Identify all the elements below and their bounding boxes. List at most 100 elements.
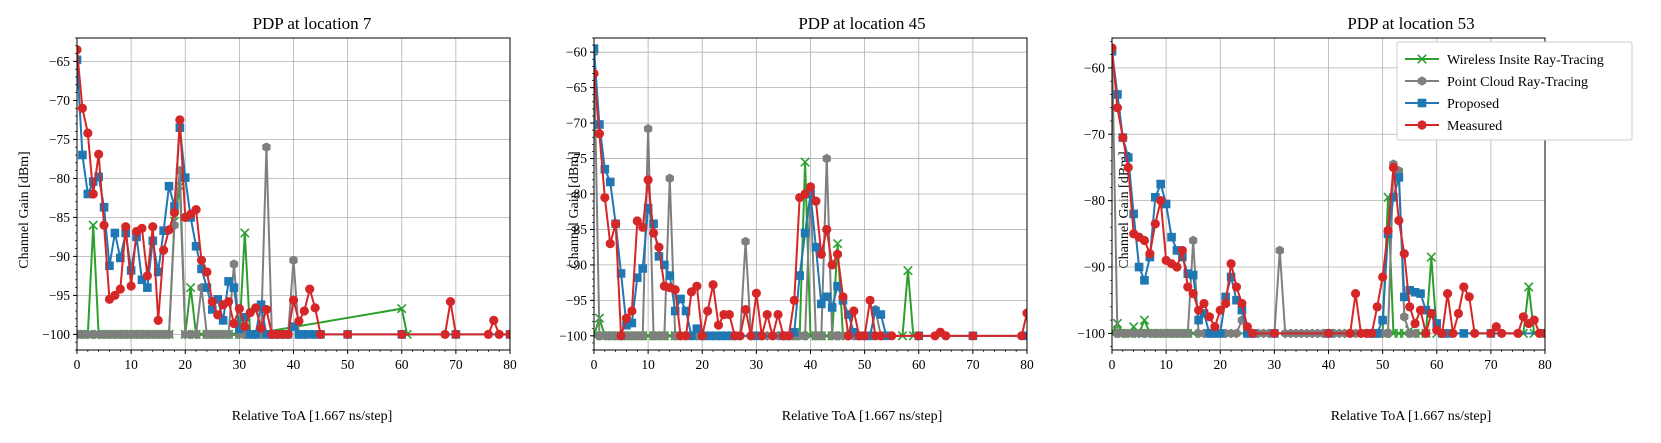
x-marker <box>1417 54 1427 64</box>
circle-marker <box>740 304 751 315</box>
square-marker <box>305 330 315 339</box>
circle-marker <box>605 239 615 249</box>
ticks: 0 10 20 30 40 50 60 70 80 −100 −95 −90 −85 −80 −75 −70 −… <box>559 37 1034 372</box>
circle-marker <box>849 306 859 316</box>
square-marker <box>1188 270 1198 280</box>
legend-label: Measured <box>1447 119 1502 134</box>
circle-marker <box>941 331 951 341</box>
square-marker <box>300 330 309 339</box>
circle-marker <box>223 297 234 307</box>
circle-marker <box>708 280 718 290</box>
x-tick-label: 0 <box>591 357 598 372</box>
square-marker <box>827 303 837 312</box>
square-marker <box>676 294 685 304</box>
circle-marker <box>681 331 691 341</box>
x-marker <box>1128 322 1139 332</box>
x-tick-label: 30 <box>233 357 247 372</box>
subplot-title: PDP at location 7 <box>253 14 372 33</box>
square-marker <box>752 331 761 341</box>
square-marker <box>1443 329 1452 338</box>
x-tick-label: 10 <box>1159 357 1173 372</box>
y-tick-label: −100 <box>42 327 70 342</box>
circle-marker <box>88 189 98 199</box>
hexagon-marker <box>1410 328 1420 339</box>
square-marker <box>1232 295 1241 305</box>
circle-marker <box>827 260 837 270</box>
square-marker <box>224 277 233 286</box>
square-marker <box>310 330 320 339</box>
circle-marker <box>1345 328 1355 339</box>
circle-marker <box>621 313 632 323</box>
circle-marker <box>1421 328 1431 339</box>
circle-marker <box>1405 302 1415 312</box>
circle-marker <box>213 310 223 320</box>
y-axis-label: Channel Gain [dBm] <box>1117 151 1132 268</box>
x-marker <box>800 157 810 167</box>
hexagon-marker <box>1400 312 1409 322</box>
circle-marker <box>632 216 642 226</box>
x-tick-label: 10 <box>641 357 655 372</box>
x-axis-label: Relative ToA [1.667 ns/step] <box>782 409 943 424</box>
square-marker <box>600 164 610 174</box>
circle-marker <box>505 329 510 339</box>
x-tick-label: 0 <box>1109 357 1116 372</box>
circle-marker <box>616 331 626 341</box>
circle-marker <box>703 306 713 316</box>
x-tick-label: 30 <box>750 357 764 372</box>
legend-marker-circle-icon <box>1417 120 1427 130</box>
circle-marker <box>746 331 756 341</box>
legend-entry-proposed: Proposed <box>1405 97 1499 112</box>
square-marker <box>1389 193 1398 202</box>
circle-marker <box>94 149 104 159</box>
circle-marker <box>1156 196 1166 206</box>
series-pointcloud <box>1112 43 1420 339</box>
hexagon-marker <box>224 329 233 340</box>
x-marker <box>1426 252 1437 262</box>
hexagon-marker <box>289 255 298 266</box>
square-marker <box>153 267 163 277</box>
circle-marker <box>1518 312 1528 322</box>
circle-marker <box>865 295 875 305</box>
circle-marker <box>397 329 407 339</box>
x-marker <box>88 220 99 230</box>
square-marker <box>1405 285 1414 295</box>
circle-marker <box>670 285 680 295</box>
circle-marker <box>494 329 504 339</box>
square-marker <box>191 241 201 251</box>
square-marker <box>240 312 250 322</box>
square-marker <box>822 292 832 302</box>
x-tick-label: 80 <box>1538 357 1552 372</box>
circle-marker <box>77 45 82 55</box>
hexagon-marker <box>800 331 810 341</box>
square-marker <box>110 228 120 238</box>
x-marker <box>185 282 196 293</box>
hexagon-marker <box>164 329 174 340</box>
legend-entry-wireless: Wireless Insite Ray-Tracing <box>1405 53 1604 68</box>
circle-marker <box>1226 259 1236 269</box>
circle-marker <box>1016 331 1027 341</box>
square-marker <box>1183 269 1193 278</box>
y-tick-label: −85 <box>49 210 70 225</box>
circle-marker <box>229 318 239 329</box>
circle-marker <box>305 284 315 294</box>
square-marker <box>229 283 239 292</box>
series-group <box>594 44 1027 341</box>
square-marker <box>99 202 109 212</box>
y-tick-label: −95 <box>566 293 587 308</box>
circle-marker <box>483 329 493 339</box>
x-marker <box>903 265 913 276</box>
subplot-location-45: PDP at location 45 Relative ToA [1.667 n… <box>559 14 1034 424</box>
circle-marker <box>234 304 244 314</box>
square-marker <box>665 271 675 280</box>
x-tick-label: 50 <box>341 357 355 372</box>
circle-marker <box>1237 298 1247 309</box>
square-marker <box>202 283 212 292</box>
x-marker <box>832 238 843 249</box>
hexagon-marker <box>638 331 647 341</box>
circle-marker <box>1139 235 1150 246</box>
square-marker <box>159 226 168 235</box>
x-tick-label: 50 <box>1376 357 1390 372</box>
square-marker <box>714 331 723 341</box>
plot-area: 0 10 20 30 40 50 60 70 80 −100 −95 −90 −85 −80 −75 −70 −… <box>559 37 1034 372</box>
circle-marker <box>832 249 843 259</box>
